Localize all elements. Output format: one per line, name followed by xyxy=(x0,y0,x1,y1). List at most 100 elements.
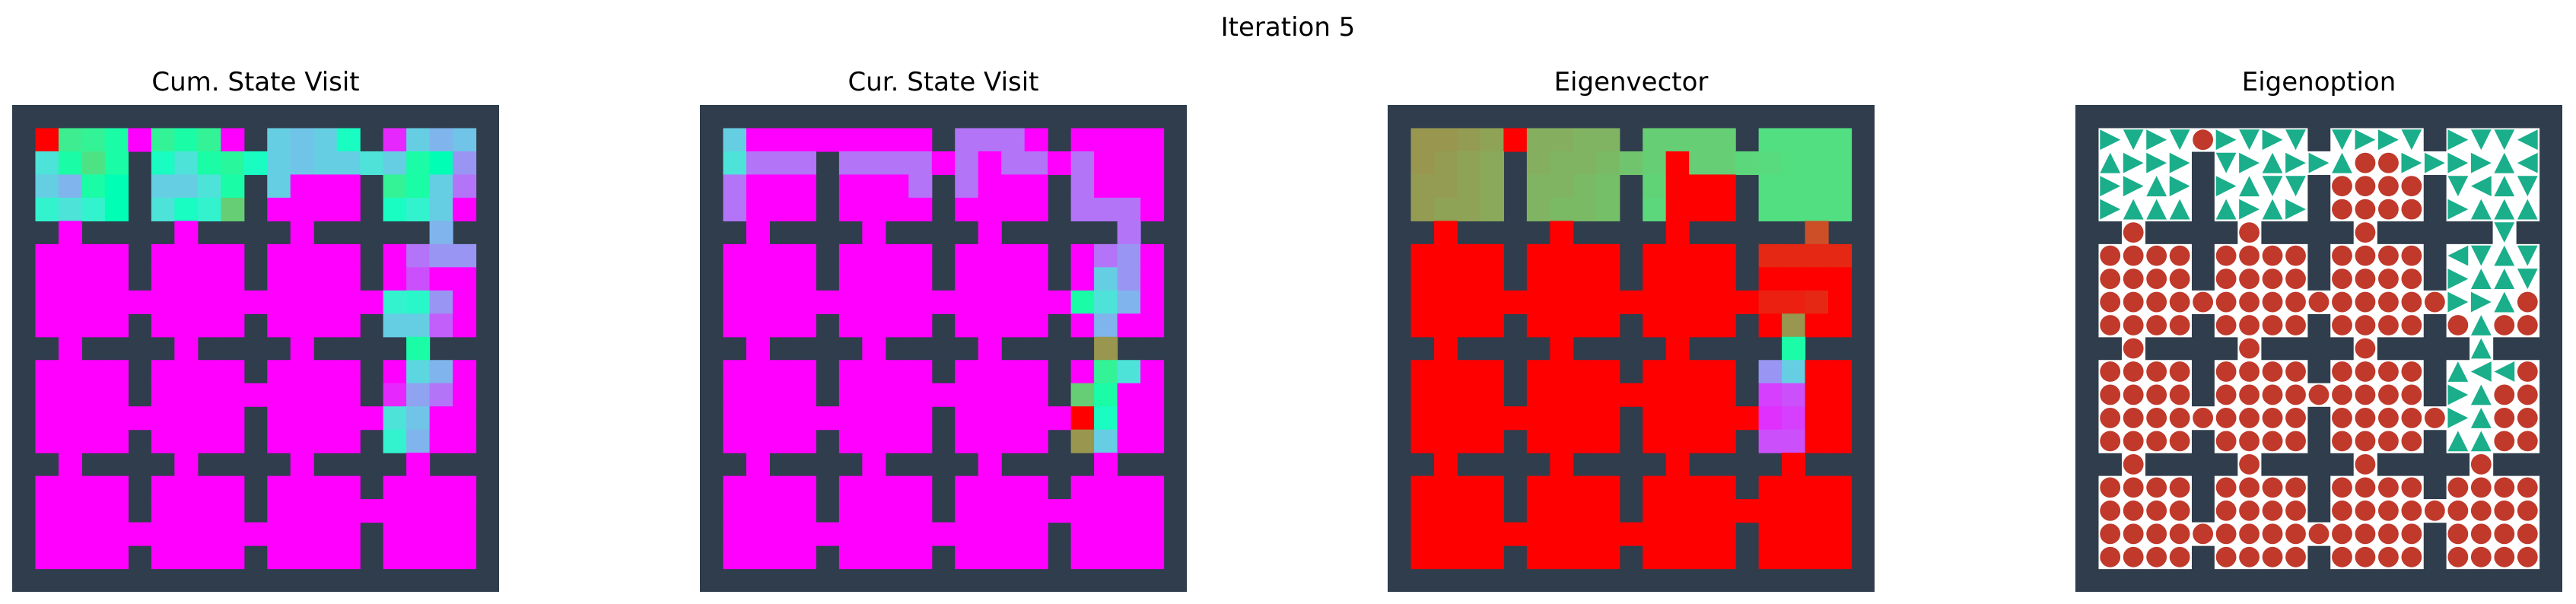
terminal-circle-marker xyxy=(2308,384,2330,405)
heatmap-cell xyxy=(336,151,361,176)
heatmap-cell xyxy=(1758,174,1783,199)
heatmap-cell xyxy=(1526,522,1550,546)
heatmap-cell xyxy=(1094,545,1118,570)
action-triangle-marker xyxy=(2470,129,2492,151)
heatmap-cell xyxy=(104,174,129,199)
terminal-circle-marker xyxy=(2332,546,2352,567)
heatmap-cell xyxy=(197,174,221,199)
heatmap-cell xyxy=(1457,383,1481,407)
heatmap-cell xyxy=(1410,545,1435,570)
heatmap-cell xyxy=(58,174,83,199)
heatmap-cell xyxy=(174,290,199,314)
heatmap-cell xyxy=(1805,429,1829,453)
heatmap-cell xyxy=(1758,406,1783,431)
heatmap-cell xyxy=(336,128,361,152)
terminal-circle-marker xyxy=(2285,523,2306,545)
heatmap-cell xyxy=(336,475,361,500)
heatmap-cell xyxy=(978,383,1002,407)
heatmap-cell xyxy=(1433,290,1458,314)
heatmap-cell xyxy=(862,522,886,546)
panel-title: Eigenvector xyxy=(1554,67,1709,97)
terminal-circle-marker xyxy=(2494,546,2515,567)
heatmap-cell xyxy=(1117,313,1141,338)
heatmap-cell xyxy=(978,267,1002,291)
heatmap-cell xyxy=(1550,383,1574,407)
heatmap-cell xyxy=(1665,128,1690,152)
heatmap-cell xyxy=(1712,151,1736,176)
heatmap-cell xyxy=(1665,499,1690,523)
heatmap-cell xyxy=(383,290,407,314)
heatmap-cell xyxy=(151,151,175,176)
heatmap-cell xyxy=(267,522,291,546)
heatmap-cell xyxy=(816,128,840,152)
heatmap-cell xyxy=(1001,545,1026,570)
heatmap-cell xyxy=(81,499,106,523)
terminal-circle-marker xyxy=(2401,384,2422,405)
terminal-circle-marker xyxy=(2517,361,2538,382)
heatmap-cell xyxy=(1433,383,1458,407)
heatmap-cell xyxy=(1550,360,1574,384)
terminal-circle-marker xyxy=(2100,431,2121,452)
heatmap-cell xyxy=(792,151,816,176)
terminal-circle-marker xyxy=(2285,500,2306,521)
heatmap-cell xyxy=(769,290,793,314)
heatmap-cell xyxy=(792,267,816,291)
heatmap-cell xyxy=(723,174,747,199)
heatmap-cell xyxy=(104,197,129,221)
terminal-circle-marker xyxy=(2123,546,2144,567)
heatmap-cell xyxy=(1526,406,1550,431)
heatmap-cell xyxy=(746,429,771,453)
heatmap-cell xyxy=(453,290,477,314)
heatmap-cell xyxy=(313,290,338,314)
heatmap-cell xyxy=(453,545,477,570)
heatmap-cell xyxy=(81,475,106,500)
heatmap-cell xyxy=(290,475,314,500)
terminal-circle-marker xyxy=(2262,477,2283,498)
heatmap-cell xyxy=(174,197,199,221)
heatmap-cell xyxy=(1573,197,1597,221)
heatmap-cell xyxy=(1457,128,1481,152)
action-triangle-marker xyxy=(2447,176,2469,197)
heatmap-cell xyxy=(838,522,863,546)
terminal-circle-marker xyxy=(2378,269,2399,289)
heatmap-cell xyxy=(792,499,816,523)
heatmap-cell xyxy=(1758,475,1783,500)
heatmap-cell xyxy=(1410,174,1435,199)
heatmap-cell xyxy=(58,453,83,477)
heatmap-cell xyxy=(429,267,453,291)
terminal-circle-marker xyxy=(2332,199,2352,220)
heatmap-cell xyxy=(1140,522,1165,546)
heatmap-cell xyxy=(931,290,956,314)
terminal-circle-marker xyxy=(2378,245,2399,266)
heatmap-cell xyxy=(1480,197,1504,221)
terminal-circle-marker xyxy=(2517,315,2538,335)
heatmap-cell xyxy=(1117,406,1141,431)
heatmap-cell xyxy=(128,290,152,314)
terminal-circle-marker xyxy=(2355,431,2376,452)
action-triangle-marker xyxy=(2494,152,2515,173)
heatmap-cell xyxy=(1117,545,1141,570)
heatmap-cell xyxy=(313,151,338,176)
terminal-circle-marker xyxy=(2355,176,2376,197)
heatmap-cell xyxy=(1048,290,1072,314)
heatmap-cell xyxy=(290,267,314,291)
heatmap-cell xyxy=(1550,128,1574,152)
heatmap-cell xyxy=(151,243,175,268)
terminal-circle-marker xyxy=(2285,408,2306,428)
heatmap-cell xyxy=(243,522,268,546)
heatmap-cell xyxy=(1094,336,1118,361)
heatmap-cell xyxy=(58,522,83,546)
heatmap-cell xyxy=(1805,151,1829,176)
action-triangle-marker xyxy=(2447,199,2469,220)
heatmap-cell xyxy=(1094,290,1118,314)
heatmap-cell xyxy=(1573,128,1597,152)
heatmap-cell xyxy=(313,545,338,570)
heatmap-cell xyxy=(792,522,816,546)
heatmap-cell xyxy=(1070,267,1095,291)
heatmap-cell xyxy=(1643,290,1667,314)
heatmap-cell xyxy=(838,174,863,199)
heatmap-cell xyxy=(290,545,314,570)
terminal-circle-marker xyxy=(2169,245,2190,266)
heatmap-cell xyxy=(1573,151,1597,176)
heatmap-cell xyxy=(723,406,747,431)
